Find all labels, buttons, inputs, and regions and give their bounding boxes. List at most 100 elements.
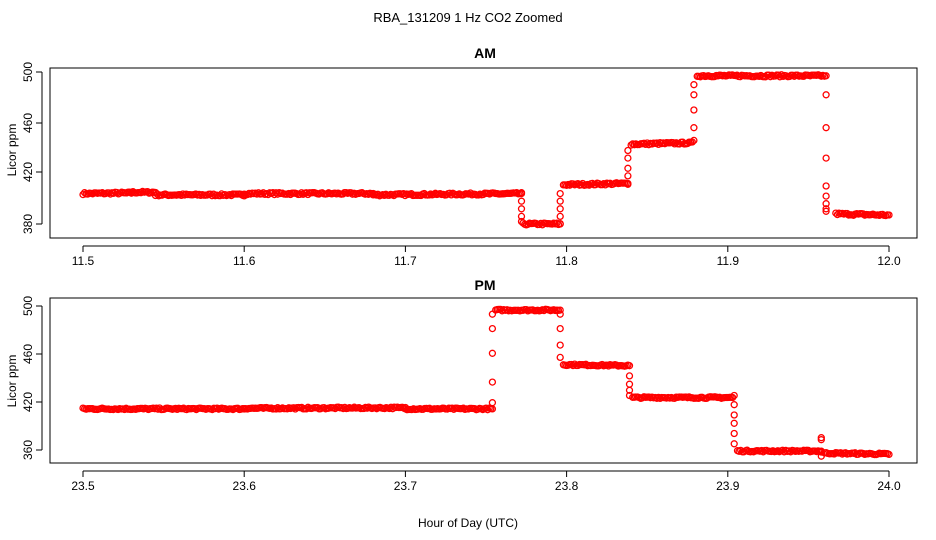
pm-data-point [730,401,738,409]
figure-title: RBA_131209 1 Hz CO2 Zoomed [373,10,562,25]
am-data-point [822,182,830,190]
am-y-axis-label: Licor ppm [5,124,19,177]
am-data-point [624,164,632,172]
am-data-points [79,71,893,229]
am-data-point [822,124,830,132]
am-data-point [690,81,698,89]
pm-data-point [885,450,893,459]
am-data-point [822,72,830,80]
am-data-point [556,220,564,228]
am-transition-points [624,146,632,188]
pm-data-point [730,419,738,427]
am-y-tick-label: 500 [21,62,35,82]
am-data-point [209,190,218,198]
pm-data-point [836,449,845,457]
pm-transition-points [488,310,497,413]
am-data-point [446,189,454,197]
pm-y-tick-label: 500 [21,296,35,316]
am-data-point [885,211,893,219]
pm-data-point [556,353,564,362]
am-data-point [517,197,526,205]
pm-data-point [556,324,564,333]
am-y-tick-label: 460 [21,113,35,133]
pm-plot-frame [49,297,918,464]
am-data-point [553,219,561,227]
pm-data-point [488,324,497,333]
pm-data-point [817,434,825,442]
am-data-point [690,91,698,99]
pm-x-tick-label: 23.5 [71,479,95,493]
am-data-point [466,189,475,197]
pm-y-tick-label: 460 [21,344,35,364]
pm-series-segment [240,403,410,413]
am-data-point [822,91,830,99]
am-series-segment [79,188,136,199]
pm-data-points [79,305,893,460]
pm-series-segment [79,404,248,414]
pm-data-point [625,362,634,370]
am-data-point [297,189,306,197]
am-plot-frame [49,67,918,239]
pm-data-point [152,404,161,412]
am-series-segment [832,209,893,220]
pm-data-point [728,393,737,402]
pm-data-point [625,386,634,394]
pm-data-point [730,411,738,419]
pm-data-point [556,341,564,349]
pm-data-point [730,440,738,448]
am-data-point [556,212,564,221]
am-series-segment [693,71,829,81]
am-x-tick-label: 11.7 [394,254,417,268]
am-data-point [574,180,582,188]
x-axis-label: Hour of Day (UTC) [418,516,518,530]
pm-transition-points [556,306,564,362]
pm-y-tick-label: 360 [21,440,35,460]
pm-series-segment [401,404,495,414]
am-data-point [517,205,526,213]
am-series-segment [369,189,526,200]
am-data-point [777,71,786,79]
pm-data-point [483,406,492,414]
am-data-point [624,172,632,180]
am-data-point [624,154,632,162]
am-x-tick-label: 11.5 [72,254,95,268]
am-transition-points [690,81,698,145]
pm-data-point [556,306,564,314]
pm-panel: PM Licor ppm 23.5 23.6 23.7 23.8 23.9 24.0 360… [5,277,918,493]
pm-transition-points [730,391,738,448]
pm-data-point [625,391,634,400]
am-data-point [517,189,526,198]
pm-data-point [604,362,613,370]
pm-series-segment [820,448,893,459]
am-data-point [556,205,564,213]
pm-data-point [488,310,497,318]
am-data-point [690,106,698,114]
pm-axes: 23.5 23.6 23.7 23.8 23.9 24.0 360 420 460 500 [21,296,901,493]
am-axes: 11.5 11.6 11.7 11.8 11.9 12.0 380 420 460 500 [21,62,901,268]
pm-series-segment [492,305,563,315]
pm-data-point [598,360,606,369]
pm-panel-title: PM [475,277,496,293]
am-transition-points [517,189,526,226]
am-transition-points [822,72,830,215]
pm-data-point [556,310,564,318]
am-transition-points [556,189,564,228]
am-data-point [690,136,698,145]
am-data-point [296,190,304,199]
am-data-point [688,138,696,146]
am-data-point [822,207,830,215]
am-x-tick-label: 12.0 [877,254,901,268]
pm-data-point [625,372,634,380]
am-data-point [513,189,521,197]
am-x-tick-label: 11.8 [555,254,578,268]
am-y-tick-label: 380 [21,214,35,234]
am-data-point [532,219,540,228]
am-x-tick-label: 11.6 [233,254,256,268]
pm-data-point [670,394,679,402]
am-data-point [254,189,263,197]
pm-x-tick-label: 23.9 [716,479,740,493]
am-series-segment [151,190,248,200]
am-data-point [556,197,564,205]
